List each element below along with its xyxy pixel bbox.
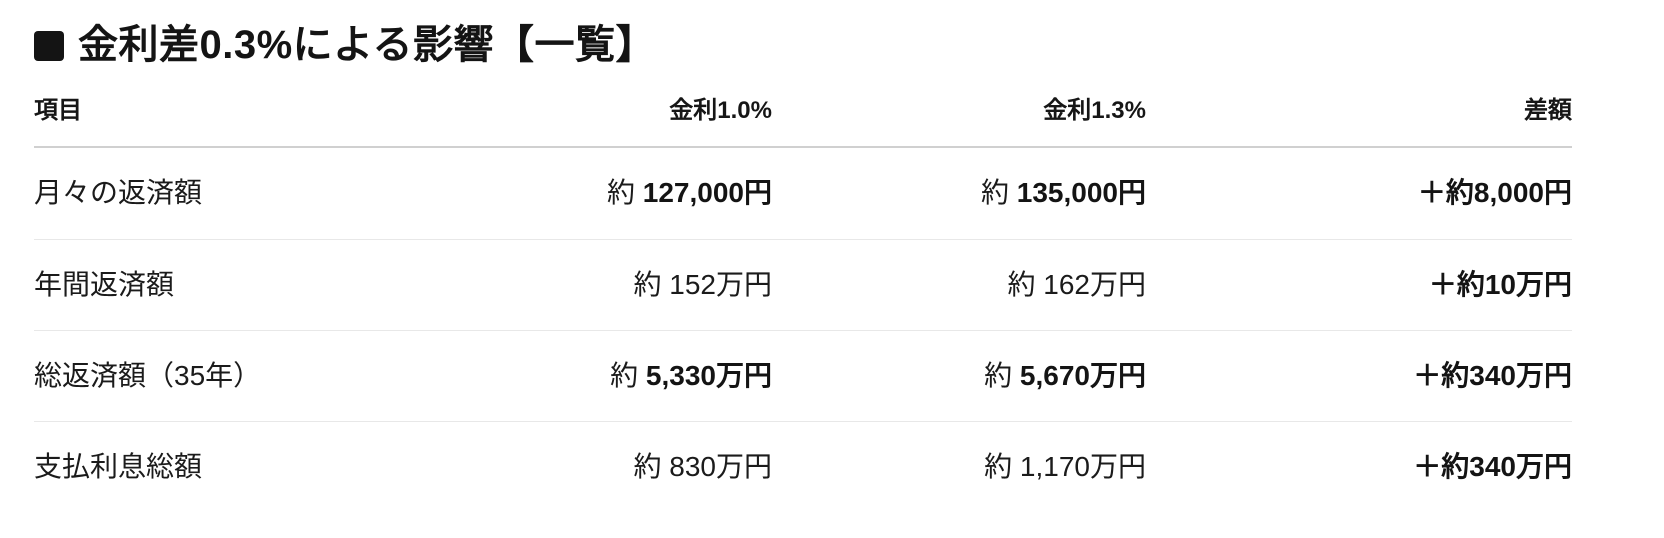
cell-rate-high: 約 162万円 bbox=[772, 239, 1146, 331]
amount-value: 5,330万円 bbox=[645, 359, 772, 391]
row-item-label: 支払利息総額 bbox=[34, 450, 203, 482]
amount-value: 127,000円 bbox=[642, 177, 772, 209]
cell-difference: ＋約340万円 bbox=[1146, 330, 1572, 422]
amount-value: 5,670万円 bbox=[1019, 359, 1146, 391]
table-row-annual-payment: 年間返済額 約 152万円 約 162万円 ＋約10万円 bbox=[34, 239, 1572, 331]
section-title: 金利差0.3%による影響【一覧】 bbox=[34, 22, 1572, 68]
square-bullet-icon bbox=[34, 31, 64, 61]
row-item-label: 月々の返済額 bbox=[34, 147, 414, 240]
cell-rate-low: 約 5,330万円 bbox=[414, 330, 772, 422]
amount-value: 162万円 bbox=[1043, 268, 1146, 300]
approx-prefix: 約 bbox=[1007, 268, 1044, 300]
difference-value: ＋約8,000円 bbox=[1417, 177, 1572, 209]
cell-difference: ＋約8,000円 bbox=[1146, 147, 1572, 240]
page: 金利差0.3%による影響【一覧】 項目 金利1.0% 金利1.3% 差額 月々の… bbox=[34, 22, 1572, 512]
table-row-total-payment: 総返済額（35年） 約 5,330万円 約 5,670万円 ＋約340万円 bbox=[34, 330, 1572, 422]
page-title: 金利差0.3%による影響【一覧】 bbox=[78, 23, 656, 67]
approx-prefix: 約 bbox=[633, 450, 670, 482]
approx-prefix: 約 bbox=[607, 177, 643, 209]
table-row-total-interest: 支払利息総額 約 830万円 約 1,170万円 ＋約340万円 bbox=[34, 421, 1572, 512]
cell-rate-low: 約 152万円 bbox=[414, 239, 772, 331]
cell-rate-low: 約 127,000円 bbox=[414, 147, 772, 240]
amount-value: 152万円 bbox=[669, 268, 772, 300]
approx-prefix: 約 bbox=[984, 450, 1020, 482]
table-header-row: 項目 金利1.0% 金利1.3% 差額 bbox=[34, 68, 1572, 149]
cell-difference: ＋約10万円 bbox=[1146, 239, 1572, 331]
difference-value: ＋約10万円 bbox=[1428, 268, 1572, 300]
cell-rate-high: 約 1,170万円 bbox=[772, 421, 1146, 512]
col-header-rate-1-3: 金利1.3% bbox=[772, 68, 1146, 149]
cell-difference: ＋約340万円 bbox=[1146, 421, 1572, 512]
col-header-item: 項目 bbox=[34, 68, 414, 149]
amount-value: 830万円 bbox=[669, 450, 772, 482]
table-row-monthly-payment: 月々の返済額 約 127,000円 約 135,000円 ＋約8,000円 bbox=[34, 147, 1572, 240]
cell-rate-high: 約 135,000円 bbox=[772, 147, 1146, 240]
col-header-rate-1-0: 金利1.0% bbox=[414, 68, 772, 149]
col-header-difference: 差額 bbox=[1146, 68, 1572, 149]
cell-rate-high: 約 5,670万円 bbox=[772, 330, 1146, 422]
interest-impact-table: 項目 金利1.0% 金利1.3% 差額 月々の返済額 約 127,000円 約 … bbox=[34, 68, 1572, 512]
approx-prefix: 約 bbox=[981, 177, 1017, 209]
amount-value: 135,000円 bbox=[1016, 177, 1146, 209]
amount-value: 1,170万円 bbox=[1019, 450, 1146, 482]
approx-prefix: 約 bbox=[633, 268, 670, 300]
difference-value: ＋約340万円 bbox=[1413, 359, 1572, 391]
cell-rate-low: 約 830万円 bbox=[414, 421, 773, 512]
approx-prefix: 約 bbox=[984, 359, 1020, 391]
difference-value: ＋約340万円 bbox=[1413, 450, 1572, 482]
row-item-label: 年間返済額 bbox=[34, 239, 414, 331]
approx-prefix: 約 bbox=[610, 359, 646, 391]
row-item-label: 総返済額（35年） bbox=[34, 330, 414, 422]
